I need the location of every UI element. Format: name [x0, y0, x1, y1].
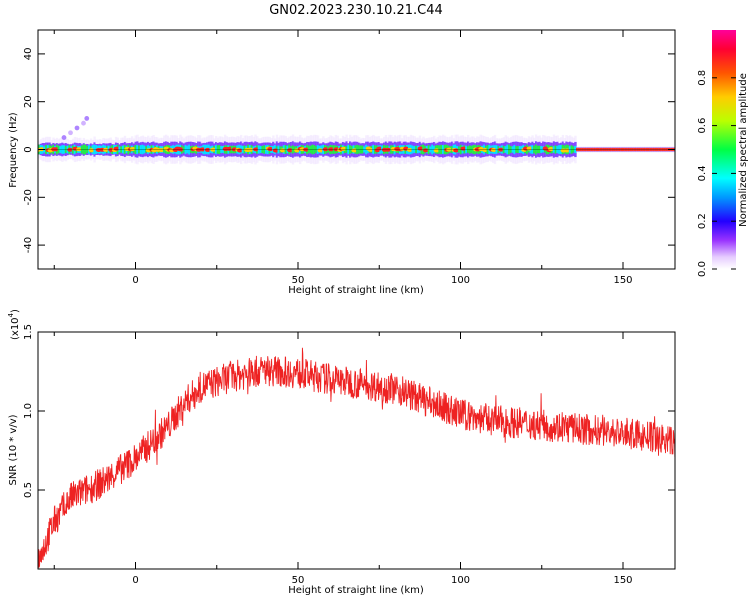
y-tick-label: 1.5: [23, 324, 34, 340]
spectrogram-tail-point: [68, 130, 73, 136]
spectrogram-tail-point: [84, 116, 90, 121]
spectrogram-x-label: Height of straight line (km): [288, 285, 424, 296]
colorbar-tick-label: 0.2: [697, 213, 708, 229]
colorbar-axes: 0.0 0.2 0.4 0.6 0.8: [697, 70, 736, 277]
spectrogram-peak: [490, 148, 497, 153]
spectrogram-peak: [406, 147, 413, 152]
spectrogram-y-label: Frequency (Hz): [8, 112, 19, 188]
y-tick-label: 0: [23, 146, 34, 152]
x-tick-label: 0: [132, 275, 138, 286]
spectrogram-tail-point: [81, 120, 86, 126]
y-tick-label: -40: [23, 237, 34, 253]
y-tick-label: 1.0: [23, 403, 34, 419]
x-tick-label: 150: [613, 275, 632, 286]
spectrogram-peak: [129, 146, 136, 151]
colorbar-tick-label: 0.8: [697, 70, 708, 86]
x-tick-label: 0: [132, 575, 138, 586]
snr-panel: [38, 347, 675, 568]
svg-text:(x104): (x104): [7, 309, 21, 340]
y-tick-label: 20: [23, 95, 34, 108]
y-tick-label: 40: [23, 48, 34, 61]
spectrogram-peak: [102, 147, 109, 152]
colorbar-tick-label: 0.6: [697, 118, 708, 134]
colorbar: [712, 30, 736, 269]
spectrogram-peak: [367, 147, 374, 152]
spectrogram-peak: [548, 147, 555, 152]
y-tick-label: 0.5: [23, 482, 34, 498]
snr-x-label: Height of straight line (km): [288, 585, 424, 596]
spectrogram-peak: [158, 148, 165, 153]
spectrogram-peak: [226, 146, 233, 151]
spectrogram-peak: [340, 146, 347, 151]
x-tick-label: 100: [451, 275, 470, 286]
snr-scale-label: (x104): [7, 309, 21, 340]
x-tick-label: 100: [451, 575, 470, 586]
x-tick-label: 150: [613, 575, 632, 586]
figure-title: GN02.2023.230.10.21.C44: [269, 3, 443, 18]
snr-scale-exponent: 4: [7, 312, 15, 317]
snr-frame: [37, 331, 676, 570]
spectrogram-peak: [481, 147, 488, 152]
colorbar-label: Normalized spectral amplitude: [738, 73, 749, 227]
spectrogram-peak: [204, 147, 211, 152]
snr-y-label: SNR (10 * v/v): [8, 414, 19, 485]
spectrogram-peak: [267, 147, 274, 152]
spectrogram-peak: [287, 148, 294, 153]
colorbar-tick-label: 0.0: [697, 261, 708, 277]
x-tick-label: 50: [292, 575, 305, 586]
snr-series-line: [38, 347, 675, 568]
snr-scale-suffix: ): [10, 309, 21, 313]
spectrogram-tail-point: [61, 135, 67, 140]
snr-scale-prefix: (x10: [10, 317, 21, 340]
y-tick-label: -20: [23, 189, 34, 205]
x-tick-label: 50: [292, 275, 305, 286]
spectrogram-panel: [38, 116, 675, 165]
spectrogram-tail-point: [74, 125, 80, 131]
colorbar-tick-label: 0.4: [697, 165, 708, 181]
spectrogram-axes: 0 50 100 150 -40 -20 0 20 40: [23, 30, 675, 286]
snr-axes: 0 50 100 150 0.5 1.0 1.5: [23, 324, 675, 586]
